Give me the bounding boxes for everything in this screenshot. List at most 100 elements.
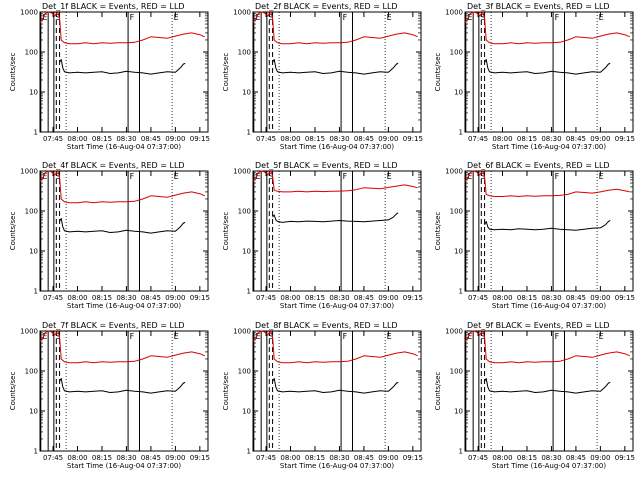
event-marker-label: F (343, 172, 348, 181)
event-marker-label: S (480, 13, 485, 22)
event-marker-label: E (42, 332, 47, 341)
event-rate-line (484, 378, 611, 394)
x-axis-label: Start Time (16-Aug-04 07:37:00) (492, 302, 606, 310)
x-tick-label: 07:45 (256, 135, 276, 143)
x-tick-label: 09:00 (165, 135, 185, 143)
event-marker-label: E (42, 172, 47, 181)
detector-panel: Det_9f BLACK = Events, RED = LLD 1 10 100 10… (434, 321, 635, 470)
event-marker-label: E (174, 172, 179, 181)
event-marker-label: S (480, 172, 485, 181)
panel-title: Det_9f BLACK = Events, RED = LLD (467, 321, 610, 330)
event-marker-label: S (55, 172, 60, 181)
event-marker-label: E (467, 332, 472, 341)
x-tick-label: 09:00 (378, 294, 398, 302)
y-tick-label: 10 (454, 248, 463, 256)
y-tick-label: 1 (34, 129, 38, 137)
event-marker-label: E (42, 13, 47, 22)
x-tick-label: 08:15 (517, 294, 537, 302)
x-axis-label: Start Time (16-Aug-04 07:37:00) (280, 462, 394, 470)
x-tick-label: 08:45 (141, 135, 161, 143)
panel-title: Det_5f BLACK = Events, RED = LLD (255, 161, 398, 170)
lld-rate-line (252, 11, 418, 45)
event-marker-label: S (480, 332, 485, 341)
x-tick-label: 08:30 (329, 454, 349, 462)
x-tick-label: 08:30 (329, 135, 349, 143)
x-tick-label: 08:45 (141, 454, 161, 462)
plot-frame (464, 170, 634, 292)
detector-panel: Det_4f BLACK = Events, RED = LLD 1 10 100 10… (9, 161, 210, 310)
lld-rate-line (252, 330, 418, 364)
x-tick-label: 08:00 (492, 294, 512, 302)
x-axis-label: Start Time (16-Aug-04 07:37:00) (67, 462, 181, 470)
y-tick-label: 100 (450, 368, 463, 376)
x-tick-label: 08:30 (541, 294, 561, 302)
y-tick-label: 10 (454, 89, 463, 97)
x-tick-label: 07:45 (43, 294, 63, 302)
event-marker-label: S (55, 332, 60, 341)
x-axis-label: Start Time (16-Aug-04 07:37:00) (67, 143, 181, 151)
y-axis-label: Counts/sec (434, 53, 442, 92)
y-tick-label: 100 (25, 49, 38, 57)
y-tick-label: 100 (238, 208, 251, 216)
event-marker-label: F (130, 332, 135, 341)
plot-frame (39, 170, 209, 292)
detector-panel: Det_1f BLACK = Events, RED = LLD 1 10 100 10… (9, 2, 210, 151)
y-tick-label: 1000 (445, 168, 463, 176)
panel-title: Det_1f BLACK = Events, RED = LLD (42, 2, 185, 11)
x-tick-label: 08:45 (354, 294, 374, 302)
x-tick-label: 07:45 (468, 294, 488, 302)
x-axis-label: Start Time (16-Aug-04 07:37:00) (280, 302, 394, 310)
x-tick-label: 09:00 (378, 135, 398, 143)
y-tick-label: 100 (450, 208, 463, 216)
y-tick-label: 1000 (20, 168, 38, 176)
event-marker-label: E (467, 13, 472, 22)
x-tick-label: 08:00 (67, 294, 87, 302)
lld-rate-line (252, 170, 418, 193)
event-marker-label: E (255, 13, 260, 22)
x-tick-label: 07:45 (256, 454, 276, 462)
x-tick-label: 08:00 (492, 454, 512, 462)
x-tick-label: 08:30 (541, 135, 561, 143)
y-axis-label: Counts/sec (9, 53, 17, 92)
y-tick-label: 1 (247, 288, 251, 296)
x-tick-label: 09:00 (378, 454, 398, 462)
x-tick-label: 08:15 (92, 294, 112, 302)
y-tick-label: 1000 (445, 328, 463, 336)
x-tick-label: 08:15 (517, 454, 537, 462)
detector-panel: Det_8f BLACK = Events, RED = LLD 1 10 100 10… (222, 321, 423, 470)
y-tick-label: 100 (238, 368, 251, 376)
y-tick-label: 10 (29, 248, 38, 256)
event-marker-label: S (268, 13, 273, 22)
x-tick-label: 08:15 (517, 135, 537, 143)
x-tick-label: 08:00 (67, 454, 87, 462)
x-tick-label: 09:15 (403, 294, 423, 302)
event-marker-label: S (55, 13, 60, 22)
x-tick-label: 08:15 (305, 454, 325, 462)
x-tick-label: 09:00 (165, 294, 185, 302)
x-tick-label: 08:00 (67, 135, 87, 143)
x-tick-label: 08:30 (541, 454, 561, 462)
x-axis-label: Start Time (16-Aug-04 07:37:00) (492, 143, 606, 151)
x-tick-label: 08:15 (305, 135, 325, 143)
y-tick-label: 1 (459, 129, 463, 137)
x-tick-label: 08:45 (566, 294, 586, 302)
x-tick-label: 09:15 (190, 294, 210, 302)
event-marker-label: E (467, 172, 472, 181)
y-tick-label: 10 (242, 248, 251, 256)
x-tick-label: 08:00 (280, 454, 300, 462)
y-tick-label: 1 (459, 288, 463, 296)
x-axis-label: Start Time (16-Aug-04 07:37:00) (492, 462, 606, 470)
x-tick-label: 07:45 (468, 135, 488, 143)
x-tick-label: 09:00 (165, 454, 185, 462)
event-rate-line (59, 378, 186, 394)
x-axis-label: Start Time (16-Aug-04 07:37:00) (67, 302, 181, 310)
x-tick-label: 09:00 (590, 294, 610, 302)
x-tick-label: 08:45 (566, 454, 586, 462)
y-tick-label: 1000 (233, 9, 251, 17)
detector-panel: Det_2f BLACK = Events, RED = LLD 1 10 100 10… (222, 2, 423, 151)
plot-frame (464, 11, 634, 133)
y-axis-label: Counts/sec (222, 212, 230, 251)
panel-title: Det_4f BLACK = Events, RED = LLD (42, 161, 185, 170)
x-tick-label: 09:15 (190, 454, 210, 462)
